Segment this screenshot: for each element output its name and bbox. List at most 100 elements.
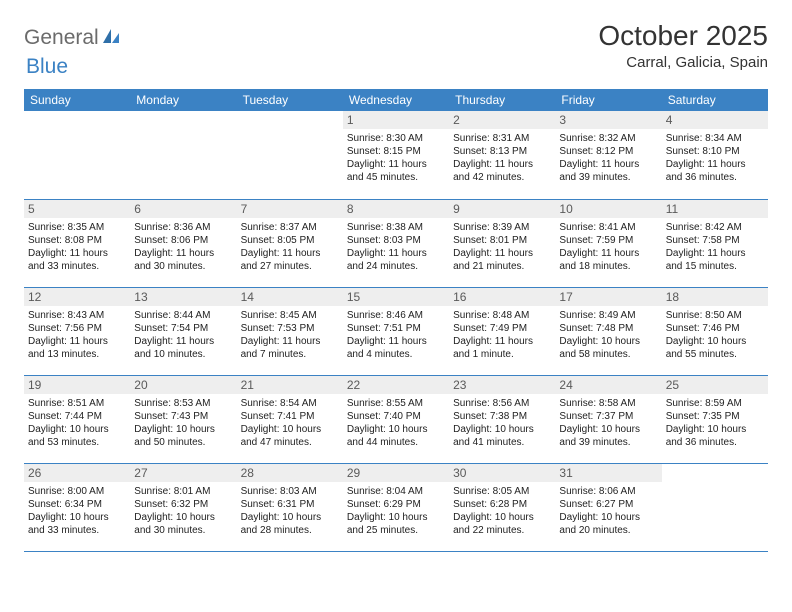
calendar-day-cell: 4Sunrise: 8:34 AMSunset: 8:10 PMDaylight… (662, 111, 768, 199)
day-info: Sunrise: 8:43 AMSunset: 7:56 PMDaylight:… (28, 309, 126, 361)
day-info: Sunrise: 8:56 AMSunset: 7:38 PMDaylight:… (453, 397, 551, 449)
brand-part1: General (24, 26, 99, 50)
calendar-day-cell: 14Sunrise: 8:45 AMSunset: 7:53 PMDayligh… (237, 287, 343, 375)
day-info: Sunrise: 8:59 AMSunset: 7:35 PMDaylight:… (666, 397, 764, 449)
day-info: Sunrise: 8:30 AMSunset: 8:15 PMDaylight:… (347, 132, 445, 184)
calendar-day-cell: 21 Sunrise: 8:54 AMSunset: 7:41 PMDayligh… (237, 375, 343, 463)
calendar-day-cell: 29 Sunrise: 8:04 AMSunset: 6:29 PMDayligh… (343, 463, 449, 551)
day-number: 20 (130, 376, 236, 394)
calendar-day-cell: 23 Sunrise: 8:56 AMSunset: 7:38 PMDayligh… (449, 375, 555, 463)
day-info: Sunrise: 8:32 AMSunset: 8:12 PMDaylight:… (559, 132, 657, 184)
calendar-day-cell: 1 Sunrise: 8:30 AMSunset: 8:15 PMDaylight… (343, 111, 449, 199)
day-number: 27 (130, 464, 236, 482)
calendar-day-cell (130, 111, 236, 199)
day-number: 11 (662, 200, 768, 218)
day-number: 8 (343, 200, 449, 218)
day-number: 12 (24, 288, 130, 306)
calendar-day-cell: 10Sunrise: 8:41 AMSunset: 7:59 PMDayligh… (555, 199, 661, 287)
calendar-body: 1 Sunrise: 8:30 AMSunset: 8:15 PMDaylight… (24, 111, 768, 551)
day-number: 26 (24, 464, 130, 482)
calendar-day-cell: 25 Sunrise: 8:59 AMSunset: 7:35 PMDayligh… (662, 375, 768, 463)
day-number: 19 (24, 376, 130, 394)
calendar-table: Sunday Monday Tuesday Wednesday Thursday… (24, 89, 768, 552)
calendar-day-cell: 18 Sunrise: 8:50 AMSunset: 7:46 PMDayligh… (662, 287, 768, 375)
calendar-day-cell: 31 Sunrise: 8:06 AMSunset: 6:27 PMDayligh… (555, 463, 661, 551)
calendar-day-cell: 8 Sunrise: 8:38 AMSunset: 8:03 PMDaylight… (343, 199, 449, 287)
calendar-week-row: 5 Sunrise: 8:35 AMSunset: 8:08 PMDaylight… (24, 199, 768, 287)
calendar-week-row: 26 Sunrise: 8:00 AMSunset: 6:34 PMDayligh… (24, 463, 768, 551)
calendar-day-cell: 9 Sunrise: 8:39 AMSunset: 8:01 PMDaylight… (449, 199, 555, 287)
day-number: 3 (555, 111, 661, 129)
location: Carral, Galicia, Spain (598, 54, 768, 71)
day-info: Sunrise: 8:58 AMSunset: 7:37 PMDaylight:… (559, 397, 657, 449)
day-number: 28 (237, 464, 343, 482)
day-number: 9 (449, 200, 555, 218)
day-number: 4 (662, 111, 768, 129)
day-info: Sunrise: 8:01 AMSunset: 6:32 PMDaylight:… (134, 485, 232, 537)
calendar-day-cell: 27 Sunrise: 8:01 AMSunset: 6:32 PMDayligh… (130, 463, 236, 551)
day-info: Sunrise: 8:38 AMSunset: 8:03 PMDaylight:… (347, 221, 445, 273)
day-info: Sunrise: 8:41 AMSunset: 7:59 PMDaylight:… (559, 221, 657, 273)
day-info: Sunrise: 8:50 AMSunset: 7:46 PMDaylight:… (666, 309, 764, 361)
weekday-header: Friday (555, 89, 661, 111)
day-number: 13 (130, 288, 236, 306)
calendar-day-cell: 16Sunrise: 8:48 AMSunset: 7:49 PMDayligh… (449, 287, 555, 375)
day-info: Sunrise: 8:03 AMSunset: 6:31 PMDaylight:… (241, 485, 339, 537)
title-block: October 2025 Carral, Galicia, Spain (598, 20, 768, 71)
day-number: 1 (343, 111, 449, 129)
day-number: 31 (555, 464, 661, 482)
calendar-page: General October 2025 Carral, Galicia, Sp… (0, 0, 792, 552)
calendar-day-cell: 11 Sunrise: 8:42 AMSunset: 7:58 PMDayligh… (662, 199, 768, 287)
sail-icon (101, 27, 121, 50)
day-info: Sunrise: 8:42 AMSunset: 7:58 PMDaylight:… (666, 221, 764, 273)
calendar-day-cell: 19 Sunrise: 8:51 AMSunset: 7:44 PMDayligh… (24, 375, 130, 463)
calendar-day-cell (662, 463, 768, 551)
month-title: October 2025 (598, 20, 768, 52)
day-info: Sunrise: 8:36 AMSunset: 8:06 PMDaylight:… (134, 221, 232, 273)
day-number: 29 (343, 464, 449, 482)
calendar-day-cell: 7Sunrise: 8:37 AMSunset: 8:05 PMDaylight… (237, 199, 343, 287)
calendar-day-cell: 2Sunrise: 8:31 AMSunset: 8:13 PMDaylight… (449, 111, 555, 199)
day-info: Sunrise: 8:51 AMSunset: 7:44 PMDaylight:… (28, 397, 126, 449)
calendar-day-cell: 30Sunrise: 8:05 AMSunset: 6:28 PMDayligh… (449, 463, 555, 551)
brand-part2: Blue (26, 55, 68, 78)
calendar-day-cell: 22 Sunrise: 8:55 AMSunset: 7:40 PMDayligh… (343, 375, 449, 463)
day-number: 16 (449, 288, 555, 306)
day-info: Sunrise: 8:39 AMSunset: 8:01 PMDaylight:… (453, 221, 551, 273)
weekday-header: Sunday (24, 89, 130, 111)
calendar-day-cell: 26 Sunrise: 8:00 AMSunset: 6:34 PMDayligh… (24, 463, 130, 551)
weekday-header-row: Sunday Monday Tuesday Wednesday Thursday… (24, 89, 768, 111)
weekday-header: Saturday (662, 89, 768, 111)
calendar-day-cell (237, 111, 343, 199)
calendar-week-row: 1 Sunrise: 8:30 AMSunset: 8:15 PMDaylight… (24, 111, 768, 199)
calendar-day-cell: 28 Sunrise: 8:03 AMSunset: 6:31 PMDayligh… (237, 463, 343, 551)
day-number: 23 (449, 376, 555, 394)
day-number: 5 (24, 200, 130, 218)
day-number: 21 (237, 376, 343, 394)
calendar-day-cell: 17 Sunrise: 8:49 AMSunset: 7:48 PMDayligh… (555, 287, 661, 375)
day-number: 18 (662, 288, 768, 306)
weekday-header: Thursday (449, 89, 555, 111)
calendar-day-cell (24, 111, 130, 199)
day-info: Sunrise: 8:54 AMSunset: 7:41 PMDaylight:… (241, 397, 339, 449)
day-info: Sunrise: 8:55 AMSunset: 7:40 PMDaylight:… (347, 397, 445, 449)
calendar-day-cell: 12 Sunrise: 8:43 AMSunset: 7:56 PMDayligh… (24, 287, 130, 375)
calendar-day-cell: 15Sunrise: 8:46 AMSunset: 7:51 PMDayligh… (343, 287, 449, 375)
day-info: Sunrise: 8:05 AMSunset: 6:28 PMDaylight:… (453, 485, 551, 537)
day-info: Sunrise: 8:06 AMSunset: 6:27 PMDaylight:… (559, 485, 657, 537)
calendar-day-cell: 5 Sunrise: 8:35 AMSunset: 8:08 PMDaylight… (24, 199, 130, 287)
day-info: Sunrise: 8:44 AMSunset: 7:54 PMDaylight:… (134, 309, 232, 361)
calendar-day-cell: 20 Sunrise: 8:53 AMSunset: 7:43 PMDayligh… (130, 375, 236, 463)
day-number: 25 (662, 376, 768, 394)
calendar-week-row: 19 Sunrise: 8:51 AMSunset: 7:44 PMDayligh… (24, 375, 768, 463)
day-info: Sunrise: 8:37 AMSunset: 8:05 PMDaylight:… (241, 221, 339, 273)
day-info: Sunrise: 8:35 AMSunset: 8:08 PMDaylight:… (28, 221, 126, 273)
day-info: Sunrise: 8:49 AMSunset: 7:48 PMDaylight:… (559, 309, 657, 361)
day-info: Sunrise: 8:53 AMSunset: 7:43 PMDaylight:… (134, 397, 232, 449)
day-number: 17 (555, 288, 661, 306)
day-number: 24 (555, 376, 661, 394)
day-number: 22 (343, 376, 449, 394)
day-info: Sunrise: 8:04 AMSunset: 6:29 PMDaylight:… (347, 485, 445, 537)
calendar-day-cell: 3 Sunrise: 8:32 AMSunset: 8:12 PMDaylight… (555, 111, 661, 199)
day-info: Sunrise: 8:00 AMSunset: 6:34 PMDaylight:… (28, 485, 126, 537)
